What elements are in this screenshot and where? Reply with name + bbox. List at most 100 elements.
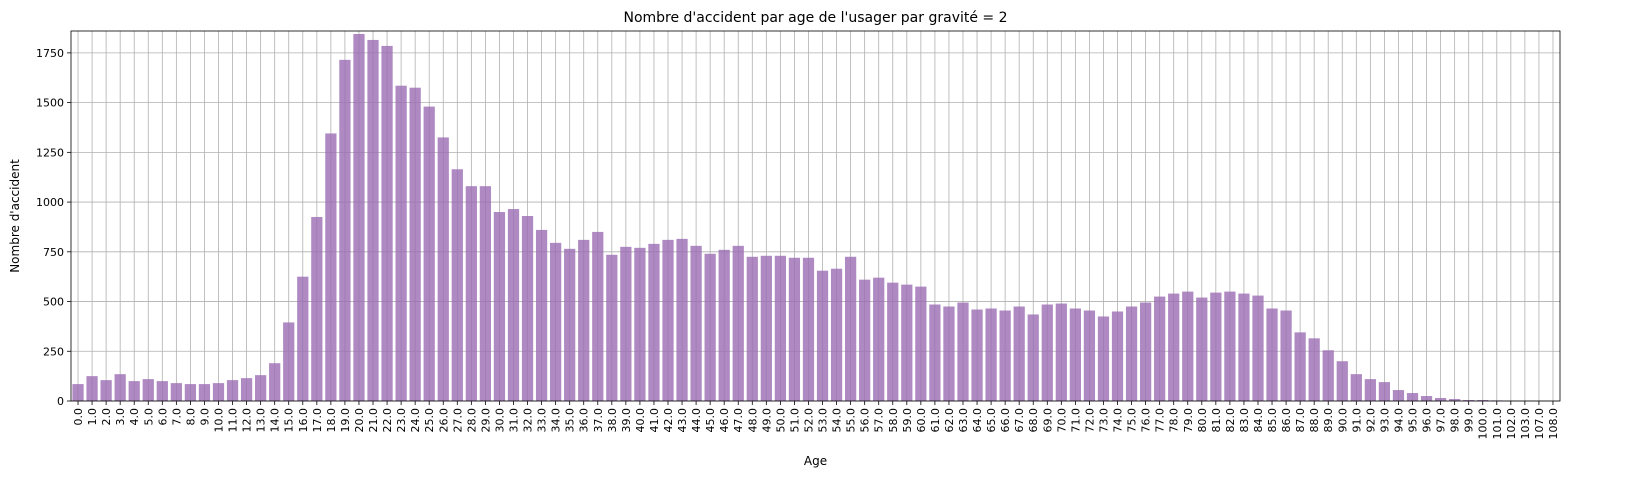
x-tick-label: 85.0 xyxy=(1266,408,1279,433)
bar xyxy=(1294,332,1306,401)
bar xyxy=(550,242,562,401)
x-tick-label: 37.0 xyxy=(592,408,605,433)
x-tick-label: 45.0 xyxy=(704,408,717,433)
x-tick-label: 62.0 xyxy=(943,408,956,433)
x-tick-label: 59.0 xyxy=(901,408,914,433)
bar xyxy=(311,216,323,401)
y-axis-label: Nombre d'accident xyxy=(8,159,22,273)
bar xyxy=(1041,304,1053,401)
x-tick-label: 78.0 xyxy=(1168,408,1181,433)
y-tick-label: 1000 xyxy=(36,196,64,209)
x-tick-label: 23.0 xyxy=(395,408,408,433)
x-tick-label: 28.0 xyxy=(465,408,478,433)
bar xyxy=(521,216,534,401)
x-tick-label: 1.0 xyxy=(86,408,99,426)
bar xyxy=(1154,296,1166,401)
bar xyxy=(297,276,309,401)
x-tick-label: 13.0 xyxy=(255,408,268,433)
x-tick-label: 36.0 xyxy=(578,408,591,433)
bar xyxy=(479,186,492,401)
x-tick-label: 102.0 xyxy=(1505,408,1518,440)
bars xyxy=(72,33,1559,402)
bar xyxy=(1182,291,1194,401)
x-tick-label: 60.0 xyxy=(915,408,928,433)
bar xyxy=(971,309,983,401)
x-tick-label: 72.0 xyxy=(1083,408,1096,433)
x-tick-label: 76.0 xyxy=(1140,408,1153,433)
bar xyxy=(578,239,590,401)
bar xyxy=(1252,295,1264,401)
x-tick-label: 83.0 xyxy=(1238,408,1251,433)
y-tick-label: 1750 xyxy=(36,47,64,60)
x-tick-label: 82.0 xyxy=(1224,408,1237,433)
bar xyxy=(985,308,997,401)
x-tick-label: 77.0 xyxy=(1154,408,1167,433)
bar xyxy=(1280,310,1292,401)
bar xyxy=(353,33,365,401)
x-tick-label: 15.0 xyxy=(283,408,296,433)
x-tick-label: 38.0 xyxy=(606,408,619,433)
bar xyxy=(1378,382,1391,401)
x-tick-label: 3.0 xyxy=(114,408,127,426)
x-tick-label: 56.0 xyxy=(859,408,872,433)
x-tick-label: 29.0 xyxy=(479,408,492,433)
x-tick-label: 6.0 xyxy=(156,408,169,426)
bar xyxy=(802,257,815,401)
x-tick-label: 39.0 xyxy=(620,408,633,433)
x-tick-label: 74.0 xyxy=(1112,408,1125,433)
x-tick-label: 5.0 xyxy=(142,408,155,426)
x-tick-label: 50.0 xyxy=(774,408,787,433)
bar xyxy=(718,249,730,401)
x-tick-label: 11.0 xyxy=(227,408,240,433)
bar xyxy=(1139,302,1152,401)
bar xyxy=(1168,293,1180,401)
bar xyxy=(1111,311,1124,401)
x-tick-label: 57.0 xyxy=(873,408,886,433)
x-tick-label: 48.0 xyxy=(746,408,759,433)
x-tick-label: 40.0 xyxy=(634,408,647,433)
x-tick-label: 91.0 xyxy=(1350,408,1363,433)
bar xyxy=(915,286,927,401)
x-tick-label: 87.0 xyxy=(1294,408,1307,433)
bar xyxy=(423,106,435,401)
bar xyxy=(1027,314,1039,401)
bar xyxy=(1224,291,1236,401)
x-tick-label: 86.0 xyxy=(1280,408,1293,433)
y-tick-label: 1500 xyxy=(36,97,64,110)
bar xyxy=(240,378,253,401)
bar xyxy=(999,310,1011,401)
x-tick-label: 68.0 xyxy=(1027,408,1040,433)
bar xyxy=(170,383,182,401)
x-tick-label: 63.0 xyxy=(957,408,970,433)
bar xyxy=(437,137,449,401)
x-axis-label: Age xyxy=(804,454,827,468)
x-tick-label: 89.0 xyxy=(1322,408,1335,433)
bar xyxy=(100,380,112,401)
bar xyxy=(873,277,885,401)
x-tick-label: 75.0 xyxy=(1126,408,1139,433)
chart-title: Nombre d'accident par age de l'usager pa… xyxy=(623,10,1007,26)
x-tick-label: 61.0 xyxy=(929,408,942,433)
x-tick-label: 69.0 xyxy=(1041,408,1054,433)
bar xyxy=(844,256,857,401)
x-tick-label: 43.0 xyxy=(676,408,689,433)
x-tick-label: 54.0 xyxy=(831,408,844,433)
x-tick-label: 81.0 xyxy=(1210,408,1223,433)
bar xyxy=(648,243,660,401)
x-tick-label: 8.0 xyxy=(184,408,197,426)
bar xyxy=(830,268,843,401)
x-tick-label: 97.0 xyxy=(1435,408,1448,433)
bar xyxy=(676,238,688,401)
x-tick-label: 27.0 xyxy=(451,408,464,433)
x-tick-label: 31.0 xyxy=(507,408,520,433)
x-tick-label: 51.0 xyxy=(788,408,801,433)
bar xyxy=(226,380,239,401)
bar xyxy=(662,239,674,401)
bar xyxy=(1069,308,1081,401)
bar xyxy=(86,376,98,401)
x-tick-label: 101.0 xyxy=(1491,408,1504,440)
bar xyxy=(816,270,829,401)
x-tick-label: 26.0 xyxy=(437,408,450,433)
x-tick-label: 33.0 xyxy=(536,408,549,433)
